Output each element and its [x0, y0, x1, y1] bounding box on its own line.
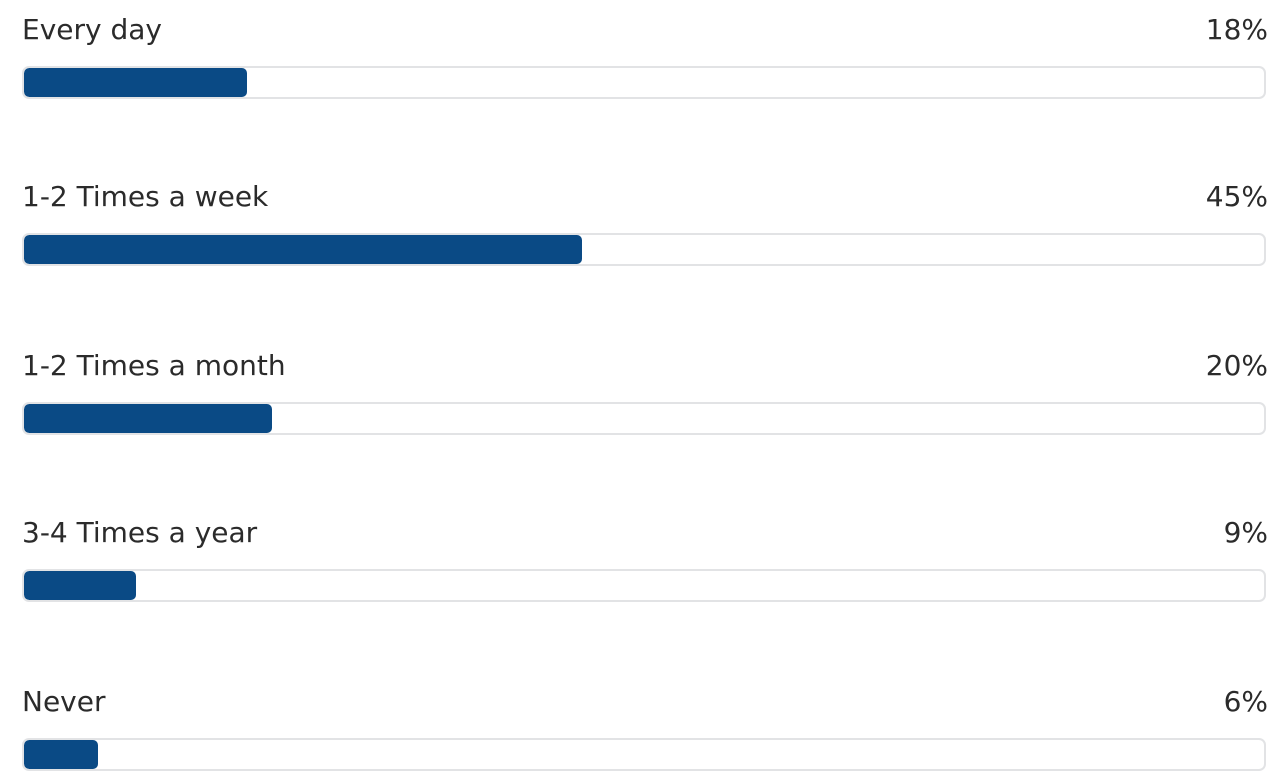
bar-value-label: 18% — [1205, 13, 1268, 46]
bar-track — [22, 738, 1266, 771]
bar-row-never: Never 6% — [22, 672, 1268, 772]
bar-fill — [24, 740, 99, 769]
bar-fill — [24, 404, 272, 433]
bar-value-label: 20% — [1205, 349, 1268, 382]
bar-row-every-day: Every day 18% — [22, 0, 1268, 110]
bar-fill — [24, 571, 136, 600]
bar-fill — [24, 235, 582, 264]
bar-label: Every day — [22, 13, 162, 46]
bar-row-1-2-times-a-month: 1-2 Times a month 20% — [22, 336, 1268, 446]
bar-label: Never — [22, 685, 106, 718]
bar-row-1-2-times-a-week: 1-2 Times a week 45% — [22, 167, 1268, 277]
bar-track — [22, 233, 1266, 266]
bar-track — [22, 66, 1266, 99]
bar-track — [22, 402, 1266, 435]
bar-track — [22, 569, 1266, 602]
bar-label: 3-4 Times a year — [22, 516, 258, 549]
bar-label: 1-2 Times a month — [22, 349, 286, 382]
bar-value-label: 9% — [1223, 516, 1268, 549]
bar-value-label: 6% — [1223, 685, 1268, 718]
bar-label: 1-2 Times a week — [22, 180, 269, 213]
bar-value-label: 45% — [1205, 180, 1268, 213]
bar-fill — [24, 68, 248, 97]
bar-row-3-4-times-a-year: 3-4 Times a year 9% — [22, 503, 1268, 613]
